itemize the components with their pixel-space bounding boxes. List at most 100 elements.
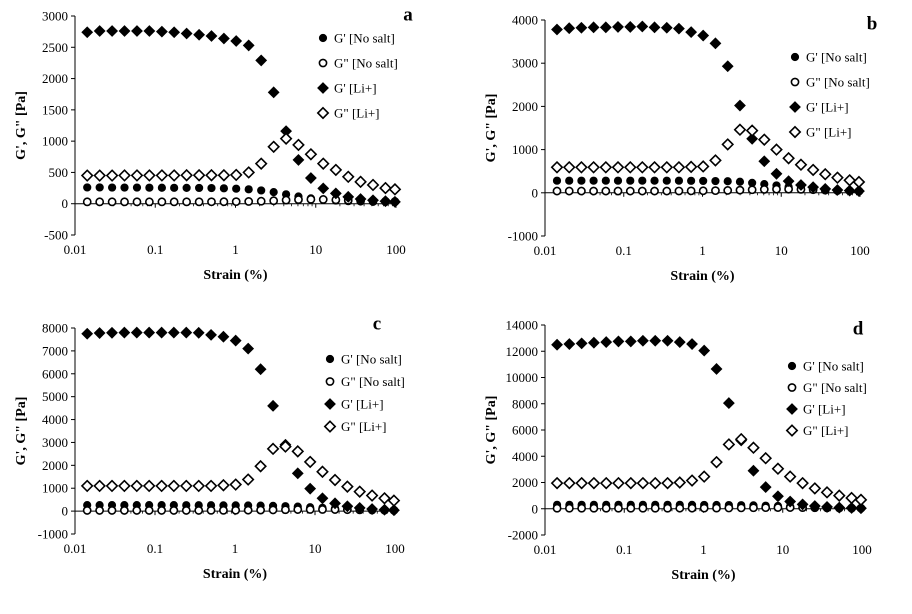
data-point [626, 176, 635, 185]
x-tick-label: 1 [700, 542, 707, 557]
data-point [624, 335, 637, 348]
x-axis-title: Strain (%) [203, 268, 268, 283]
data-point [120, 183, 129, 192]
data-point [601, 503, 611, 513]
data-point [167, 169, 181, 182]
data-point [818, 167, 832, 181]
y-tick-label: 7000 [42, 343, 68, 358]
data-point [379, 181, 392, 195]
data-point [131, 25, 143, 37]
data-point [661, 476, 674, 490]
data-point [144, 506, 154, 515]
data-point [219, 184, 229, 193]
series-2 [551, 20, 865, 197]
y-tick-label: 4000 [42, 412, 68, 427]
data-point [329, 163, 343, 177]
data-point [267, 140, 281, 154]
data-point [853, 185, 865, 197]
chart-panel-c: -1000 0 1000 2000 3000 4000 5000 6000 7000 8000 0.… [14, 313, 405, 582]
y-tick-label: 1000 [512, 142, 538, 157]
data-point [686, 338, 698, 350]
y-axis-title: G', G" [Pa] [484, 396, 499, 465]
data-point [723, 177, 732, 186]
data-point [782, 151, 795, 165]
data-point [93, 169, 107, 182]
data-point [316, 157, 330, 170]
chart-panel-d: -2000 0 2000 4000 6000 8000 10000 12000 14000 0.0… [484, 318, 872, 584]
y-tick-label: 1500 [42, 102, 68, 117]
data-point [710, 363, 723, 375]
data-point [563, 338, 576, 350]
x-tick-label: 1 [232, 541, 239, 556]
data-point [329, 187, 342, 200]
data-point [143, 25, 156, 37]
data-point [709, 37, 722, 50]
data-point [612, 335, 625, 348]
data-point [648, 160, 661, 174]
y-tick-label: 4000 [512, 13, 538, 28]
data-point [637, 334, 649, 347]
y-tick-label: 8000 [42, 321, 68, 336]
legend-marker [316, 106, 330, 120]
y-tick-label: 2000 [512, 475, 538, 490]
data-point [613, 186, 623, 196]
data-point [794, 158, 808, 172]
data-point [577, 176, 586, 185]
data-point [180, 326, 193, 339]
data-point [747, 185, 757, 195]
y-tick-label: 10000 [506, 370, 539, 385]
data-point [599, 476, 613, 490]
data-point [241, 473, 255, 486]
data-point [231, 505, 241, 515]
data-point [353, 485, 367, 498]
data-point [808, 482, 822, 495]
y-tick-label: 3000 [512, 56, 538, 71]
data-point [378, 503, 391, 516]
data-point [587, 476, 601, 490]
data-point [82, 506, 92, 515]
data-point [854, 493, 868, 507]
legend-marker [789, 101, 801, 113]
data-point [624, 476, 638, 490]
data-point [167, 479, 181, 493]
data-point [120, 197, 129, 207]
data-point [624, 21, 637, 33]
data-point [675, 503, 685, 513]
legend: G' [No salt] G" [No salt] G' [Li+] G" [Li+] [323, 352, 405, 434]
data-point [142, 479, 156, 493]
data-point [304, 147, 318, 161]
data-point [772, 184, 781, 194]
data-point [242, 39, 255, 52]
data-point [819, 183, 832, 195]
data-point [354, 193, 367, 205]
y-tick-label: 12000 [506, 344, 539, 359]
data-point [267, 86, 280, 99]
legend-label: G" [No salt] [334, 56, 398, 71]
x-tick-label: 0.01 [64, 541, 87, 556]
data-point [179, 479, 193, 493]
data-point [387, 494, 401, 507]
data-point [589, 503, 599, 513]
legend-label: G' [Li+] [803, 402, 846, 417]
data-point [143, 169, 156, 182]
data-point [696, 160, 710, 173]
data-point [771, 462, 785, 476]
data-point [699, 503, 709, 513]
data-point [712, 503, 721, 513]
data-point [831, 184, 844, 196]
data-point [601, 186, 611, 196]
data-point [118, 479, 131, 493]
data-point [244, 197, 254, 206]
data-point [256, 505, 266, 515]
data-point [388, 504, 400, 517]
x-tick-label: 100 [386, 242, 406, 257]
y-tick-label: 0 [532, 185, 539, 200]
data-point [735, 177, 745, 186]
data-point [808, 500, 821, 512]
data-point [242, 166, 256, 179]
data-point [106, 25, 119, 37]
data-point [108, 183, 117, 192]
data-point [93, 327, 106, 339]
data-point [207, 183, 216, 193]
legend-marker [788, 125, 802, 139]
